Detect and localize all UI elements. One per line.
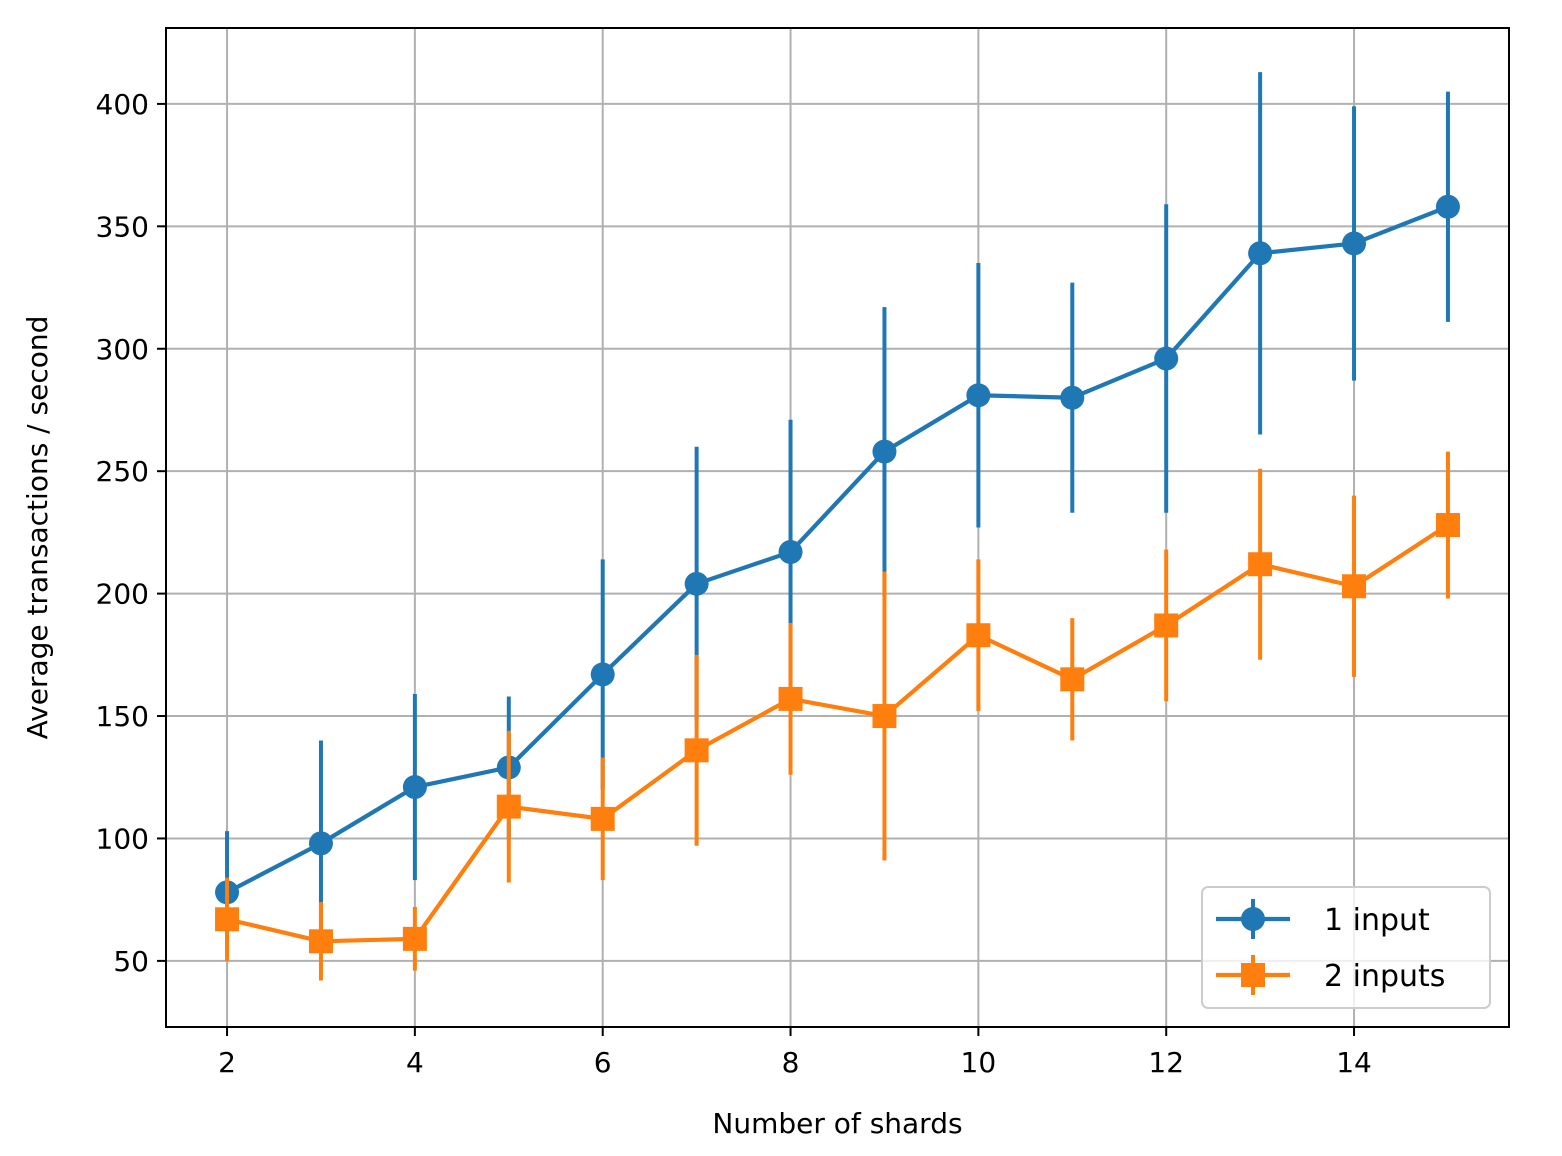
y-tick-label: 250 bbox=[96, 455, 149, 488]
ticks: 2 4 6 8 10 12 14 50 100 150 200 250 300 350 400 bbox=[96, 88, 1372, 1079]
series-line bbox=[226, 204, 1449, 895]
x-tick-label: 2 bbox=[218, 1046, 236, 1079]
legend-marker bbox=[1241, 907, 1265, 931]
series-2 bbox=[215, 451, 1460, 981]
data-point bbox=[1342, 574, 1367, 599]
data-point bbox=[1154, 346, 1179, 371]
series-1 bbox=[215, 72, 1460, 954]
y-tick-label: 100 bbox=[96, 822, 149, 855]
y-tick-label: 50 bbox=[113, 945, 149, 978]
legend-label: 2 inputs bbox=[1324, 959, 1445, 994]
data-point bbox=[308, 831, 333, 856]
data-point bbox=[1248, 552, 1273, 577]
legend: 1 input 2 inputs bbox=[1201, 886, 1491, 1009]
data-point bbox=[402, 926, 427, 951]
legend-label: 1 input bbox=[1324, 903, 1430, 938]
y-tick-label: 300 bbox=[96, 333, 149, 366]
x-tick-label: 4 bbox=[406, 1046, 424, 1079]
legend-marker bbox=[1241, 963, 1265, 987]
series-line bbox=[226, 523, 1450, 944]
data-point bbox=[778, 686, 803, 711]
data-point bbox=[778, 539, 803, 564]
y-tick-label: 200 bbox=[96, 578, 149, 611]
data-point bbox=[1248, 241, 1273, 266]
data-point bbox=[1060, 667, 1085, 692]
y-tick-label: 150 bbox=[96, 700, 149, 733]
data-point bbox=[684, 571, 709, 596]
x-tick-label: 8 bbox=[782, 1046, 800, 1079]
grid bbox=[166, 28, 1509, 1027]
data-point bbox=[872, 704, 897, 729]
y-tick-label: 350 bbox=[96, 210, 149, 243]
data-point bbox=[872, 439, 897, 464]
data-point bbox=[1154, 613, 1179, 638]
data-point bbox=[1342, 231, 1367, 256]
data-point bbox=[684, 738, 709, 763]
x-tick-label: 12 bbox=[1148, 1046, 1184, 1079]
data-point bbox=[308, 929, 333, 954]
x-tick-label: 14 bbox=[1336, 1046, 1372, 1079]
data-point bbox=[590, 806, 615, 831]
plot-series bbox=[215, 72, 1460, 981]
data-point bbox=[215, 907, 240, 932]
data-point bbox=[590, 662, 615, 687]
x-axis-label: Number of shards bbox=[712, 1107, 962, 1140]
data-point bbox=[966, 383, 991, 408]
data-point bbox=[1060, 385, 1085, 410]
x-tick-label: 6 bbox=[594, 1046, 612, 1079]
y-tick-label: 400 bbox=[96, 88, 149, 121]
x-tick-label: 10 bbox=[961, 1046, 997, 1079]
y-axis-label: Average transactions / second bbox=[21, 316, 54, 740]
data-point bbox=[1435, 513, 1460, 538]
data-point bbox=[1435, 194, 1460, 219]
axes-frame bbox=[165, 27, 1510, 1028]
data-point bbox=[966, 623, 991, 648]
data-point bbox=[496, 794, 521, 819]
data-point bbox=[402, 775, 427, 800]
